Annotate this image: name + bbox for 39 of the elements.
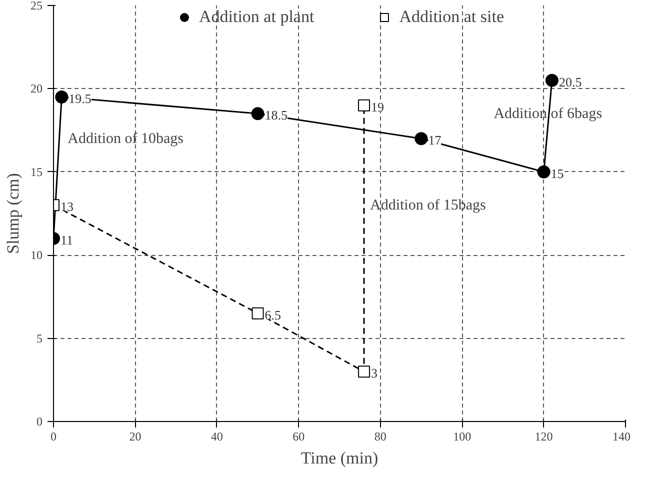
data-label: 20.5: [558, 74, 582, 90]
annotation: Addition of 15bags: [370, 198, 486, 214]
x-tick-label: 60: [292, 430, 305, 444]
data-label: 18.5: [264, 108, 288, 123]
data-label: 13: [60, 199, 74, 214]
data-label: 19.5: [68, 91, 92, 106]
data-label: 3: [371, 366, 378, 381]
data-label: 15: [550, 166, 564, 181]
y-tick-label: 25: [30, 0, 42, 12]
point: [537, 165, 550, 178]
point: [545, 74, 558, 87]
y-tick-label: 15: [30, 164, 42, 179]
x-tick-label: 120: [534, 430, 553, 444]
x-tick-label: 140: [612, 430, 630, 444]
legend-label: Addition at site: [399, 7, 504, 27]
y-tick-label: 20: [30, 82, 42, 96]
y-tick-label: 5: [36, 331, 42, 346]
point: [414, 132, 428, 146]
annotation: Addition of 6bags: [494, 106, 602, 122]
x-tick-label: 0: [50, 430, 56, 444]
y-tick-label: 0: [36, 414, 42, 428]
data-label: 6.5: [264, 307, 282, 322]
x-tick-label: 80: [374, 430, 386, 444]
y-axis-title: Slump (cm): [4, 173, 22, 254]
point: [252, 307, 264, 320]
x-tick-label: 20: [129, 430, 142, 444]
point: [358, 99, 370, 112]
x-tick-label: 40: [210, 430, 223, 444]
data-label: 17: [428, 132, 442, 148]
annotation: Addition of 10bags: [68, 130, 184, 147]
point: [251, 107, 264, 120]
point: [55, 90, 68, 104]
point: [358, 366, 370, 378]
legend-label: Addition at plant: [198, 7, 314, 27]
y-tick-label: 10: [30, 248, 42, 262]
x-axis-title: Time (min): [300, 448, 378, 468]
data-label: 11: [60, 232, 74, 248]
x-tick-label: 100: [453, 430, 472, 444]
data-label: 19: [371, 99, 384, 114]
